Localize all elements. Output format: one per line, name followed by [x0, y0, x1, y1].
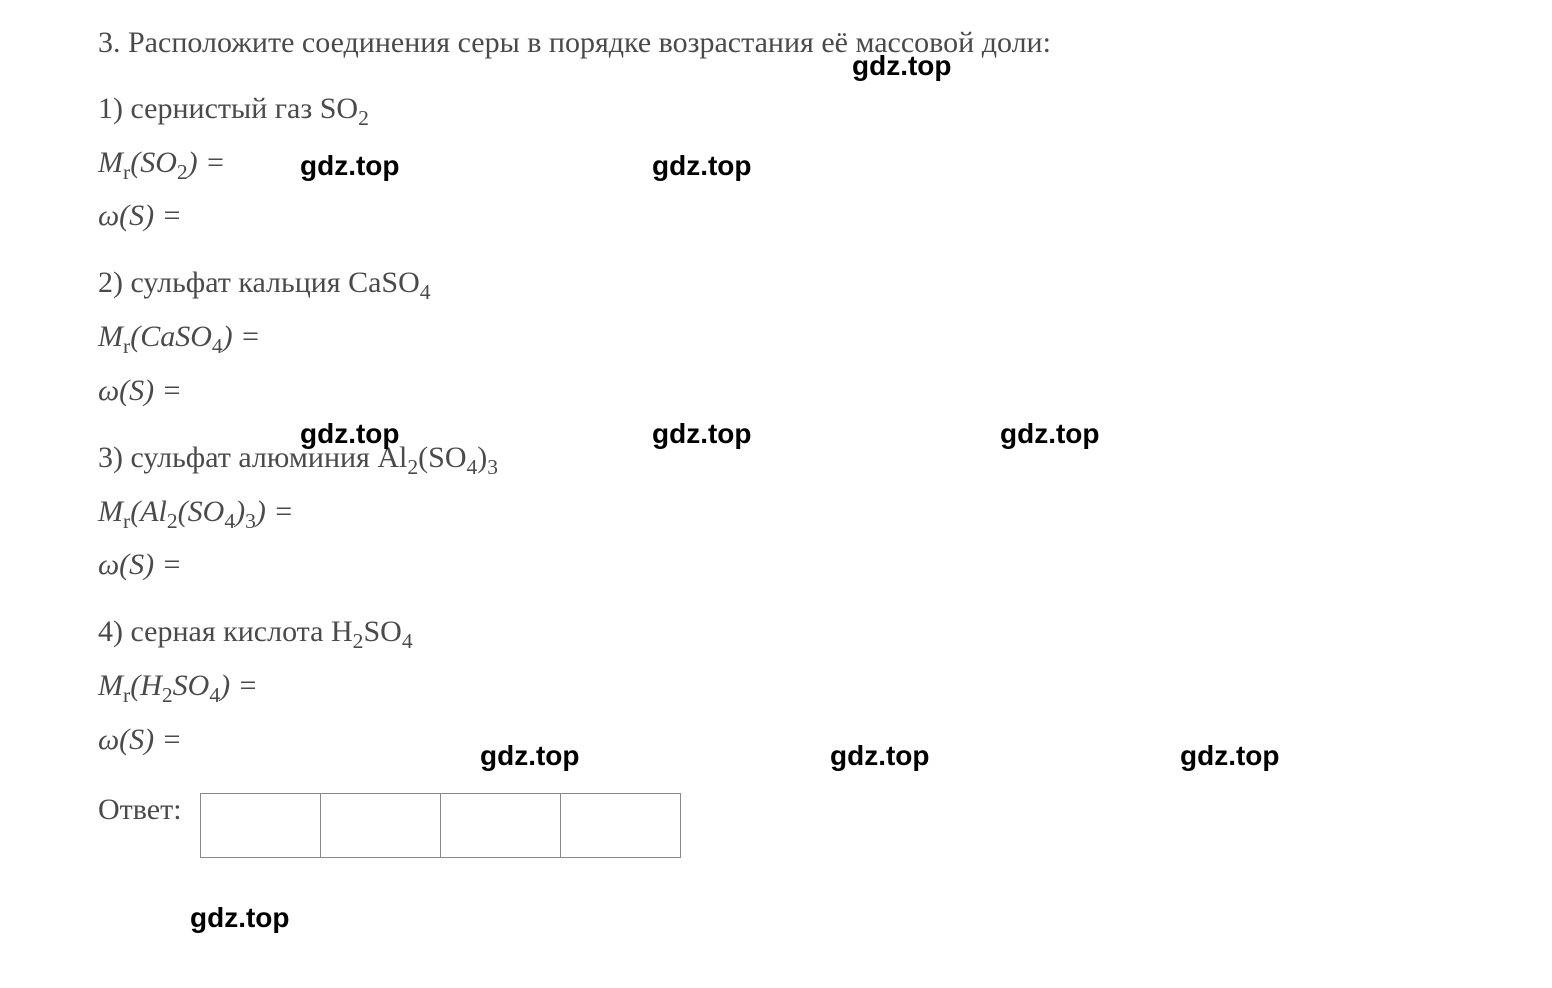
item-2-label: 2) сульфат кальция CaSO4: [98, 257, 1502, 311]
answer-table: [200, 793, 681, 858]
item-4-formula: H2SO4: [331, 615, 413, 648]
watermark-text: gdz.top: [190, 902, 290, 934]
item-1-name: сернистый газ: [131, 92, 313, 125]
answer-cell: [200, 793, 320, 857]
answer-cell: [440, 793, 560, 857]
item-1-label: 1) сернистый газ SO2: [98, 83, 1502, 137]
watermark-text: gdz.top: [852, 50, 952, 82]
watermark-text: gdz.top: [300, 418, 400, 450]
answer-cell: [320, 793, 440, 857]
item-4: 4) серная кислота H2SO4 Mr(H2SO4) = ω(S)…: [50, 606, 1502, 764]
item-3: 3) сульфат алюминия Al2(SO4)3 Mr(Al2(SO4…: [50, 432, 1502, 590]
item-1-formula: SO2: [320, 92, 369, 125]
watermark-text: gdz.top: [480, 740, 580, 772]
watermark-text: gdz.top: [1180, 740, 1280, 772]
item-3-omega: ω(S) =: [98, 539, 1502, 590]
watermark-text: gdz.top: [652, 150, 752, 182]
item-4-name: серная кислота: [131, 615, 324, 648]
item-1-omega: ω(S) =: [98, 190, 1502, 241]
problem-intro: 3. Расположите соединения серы в порядке…: [50, 20, 1502, 65]
item-2-omega: ω(S) =: [98, 365, 1502, 416]
item-2-index: 2): [98, 266, 123, 299]
answer-cell: [560, 793, 680, 857]
problem-number: 3.: [98, 26, 121, 59]
item-4-mr: Mr(H2SO4) =: [98, 660, 1502, 714]
item-2-formula: CaSO4: [348, 266, 430, 299]
watermark-text: gdz.top: [300, 150, 400, 182]
answer-label: Ответ:: [98, 793, 182, 827]
item-4-omega: ω(S) =: [98, 714, 1502, 765]
item-4-index: 4): [98, 615, 123, 648]
watermark-text: gdz.top: [1000, 418, 1100, 450]
item-3-mr: Mr(Al2(SO4)3) =: [98, 486, 1502, 540]
item-1-index: 1): [98, 92, 123, 125]
item-1: 1) сернистый газ SO2 Mr(SO2) = ω(S) =: [50, 83, 1502, 241]
item-2-name: сульфат кальция: [131, 266, 341, 299]
item-4-label: 4) серная кислота H2SO4: [98, 606, 1502, 660]
watermark-text: gdz.top: [652, 418, 752, 450]
item-3-index: 3): [98, 441, 123, 474]
answer-block: Ответ:: [50, 793, 1502, 858]
item-2-mr: Mr(CaSO4) =: [98, 311, 1502, 365]
watermark-text: gdz.top: [830, 740, 930, 772]
item-2: 2) сульфат кальция CaSO4 Mr(CaSO4) = ω(S…: [50, 257, 1502, 415]
